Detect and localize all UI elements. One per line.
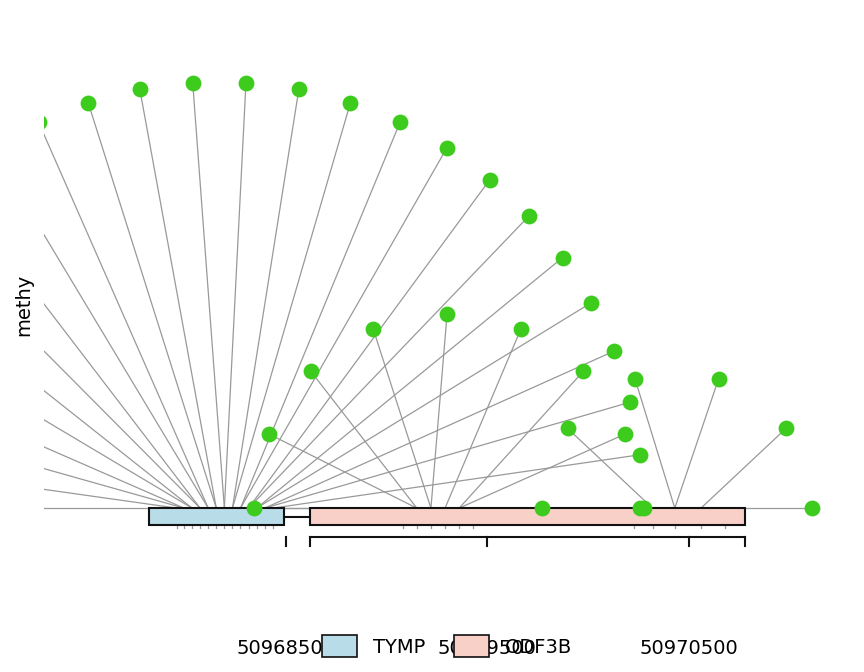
Point: [440, 142, 454, 153]
Point: [712, 374, 726, 384]
Point: [628, 374, 642, 384]
Point: [805, 503, 819, 513]
Point: [366, 324, 380, 335]
Point: [239, 77, 253, 88]
Point: [32, 117, 46, 128]
Point: [393, 117, 407, 128]
Point: [133, 84, 147, 95]
Point: [624, 396, 638, 407]
Point: [186, 77, 200, 88]
Point: [619, 429, 632, 439]
Point: [584, 297, 598, 308]
Y-axis label: methy: methy: [14, 274, 33, 336]
Point: [556, 252, 569, 263]
Point: [304, 366, 318, 376]
FancyBboxPatch shape: [149, 508, 283, 525]
Point: [440, 309, 454, 320]
Point: [262, 429, 276, 439]
Point: [292, 84, 306, 95]
Point: [514, 324, 528, 335]
Point: [344, 97, 358, 108]
Legend: TYMP, ODF3B: TYMP, ODF3B: [313, 625, 581, 667]
Point: [576, 366, 590, 376]
Point: [607, 346, 621, 357]
Point: [637, 503, 651, 513]
FancyBboxPatch shape: [310, 508, 746, 525]
Point: [522, 211, 536, 222]
Point: [483, 174, 497, 185]
Point: [633, 503, 647, 513]
Point: [535, 503, 549, 513]
Point: [561, 423, 575, 433]
Point: [633, 450, 647, 460]
Point: [779, 423, 793, 433]
Point: [247, 503, 261, 513]
Point: [81, 97, 95, 108]
